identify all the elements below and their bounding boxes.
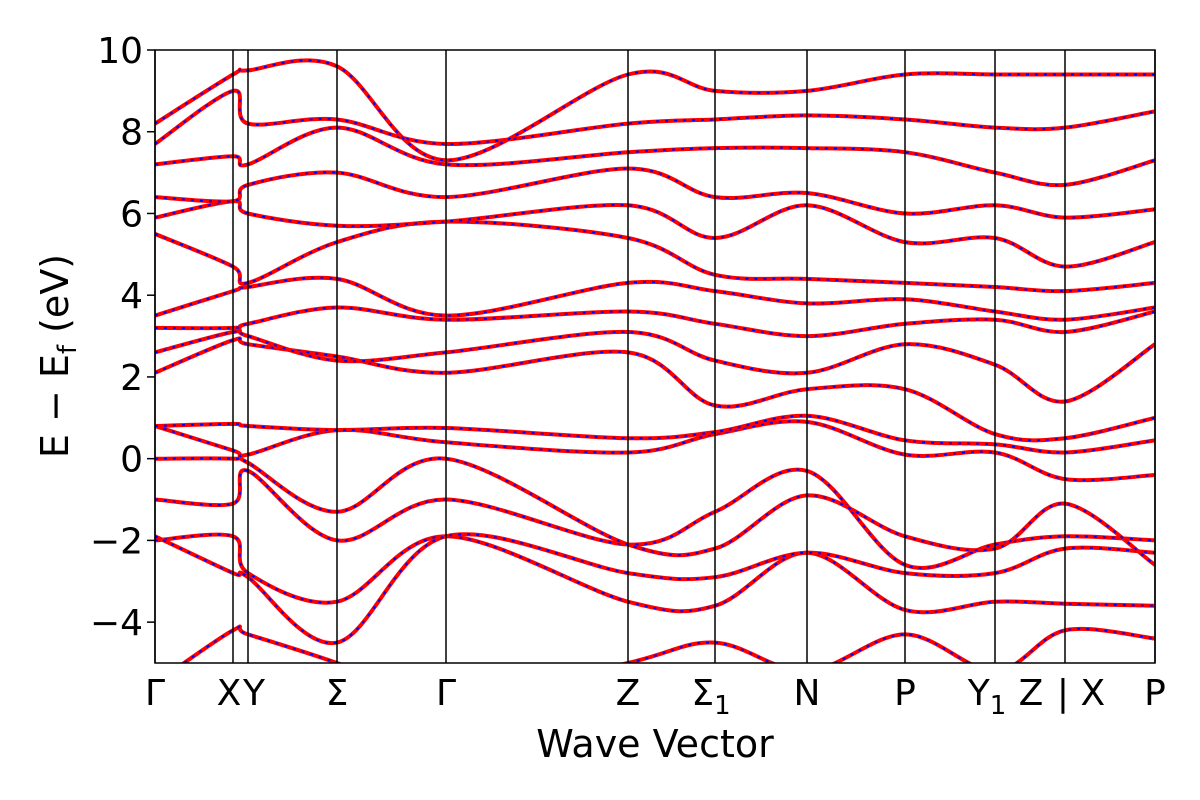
plot-frame <box>154 49 1156 664</box>
x-tick-label-main: Y <box>967 673 991 714</box>
x-tick-label-main: P <box>1144 673 1166 714</box>
y-axis-label-main: E − E <box>33 354 77 458</box>
y-tick-label-6: 8 <box>120 113 143 154</box>
x-tick-label-sub: 1 <box>714 691 731 721</box>
band-overlay-11 <box>155 220 1155 293</box>
x-tick-label-main: Σ <box>326 673 349 714</box>
x-tick-label-11: | X <box>1057 673 1105 714</box>
band-overlay-1 <box>155 533 1155 614</box>
band-overlay-8 <box>155 329 1155 403</box>
y-tick-label-4: 4 <box>120 276 143 317</box>
x-tick-label-main: X <box>217 673 242 714</box>
x-tick-label-1: X <box>217 673 242 714</box>
x-tick-label-8: P <box>894 673 916 714</box>
x-tick-label-main: N <box>794 673 821 714</box>
x-tick-label-9: Y1 <box>967 673 1007 721</box>
y-axis-ticks: −4 −2 0 2 4 6 8 10 <box>90 31 155 644</box>
y-tick-label-1: −2 <box>90 521 143 562</box>
x-tick-label-10: Z <box>1019 673 1044 714</box>
x-tick-label-0: Γ <box>145 673 165 714</box>
y-tick-label-0: −4 <box>90 603 143 644</box>
x-tick-label-6: Σ1 <box>691 673 730 721</box>
y-tick-label-2: 0 <box>120 440 143 481</box>
y-axis-label-unit: (eV) <box>33 254 77 345</box>
x-tick-label-2: Y <box>242 673 266 714</box>
x-tick-label-main: Z <box>616 673 641 714</box>
x-tick-label-4: Γ <box>436 673 456 714</box>
x-tick-label-3: Σ <box>326 673 349 714</box>
y-tick-label-5: 6 <box>120 194 143 235</box>
x-tick-label-main: P <box>894 673 916 714</box>
x-tick-label-main: Γ <box>145 673 165 714</box>
x-tick-label-main: Y <box>242 673 266 714</box>
x-tick-label-12: P <box>1144 673 1166 714</box>
y-axis-label: E − Ef (eV) <box>33 254 83 458</box>
x-tick-label-sub: 1 <box>990 691 1007 721</box>
y-tick-label-7: 10 <box>97 31 143 72</box>
band-overlay-0 <box>182 625 1155 663</box>
x-axis-label: Wave Vector <box>536 722 774 766</box>
x-tick-label-main: Σ <box>691 673 714 714</box>
x-tick-label-5: Z <box>616 673 641 714</box>
y-tick-label-3: 2 <box>120 358 143 399</box>
x-tick-label-main: | X <box>1057 673 1105 714</box>
x-tick-label-main: Z <box>1019 673 1044 714</box>
y-axis-label-sub: f <box>53 344 83 354</box>
x-tick-label-main: Γ <box>436 673 456 714</box>
band-overlay-12 <box>155 200 1155 268</box>
band-line-4 <box>155 455 1155 567</box>
x-tick-label-7: N <box>794 673 821 714</box>
